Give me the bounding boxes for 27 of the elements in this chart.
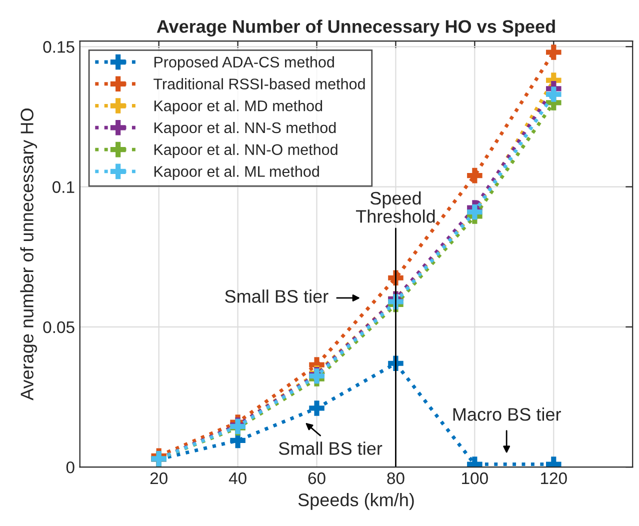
legend-label: Traditional RSSI-based method: [154, 78, 365, 90]
point: [467, 168, 482, 184]
y-tick-label: 0: [66, 461, 74, 474]
legend-label: Kapoor et al. MD method: [154, 100, 322, 114]
legend-label: Proposed ADA-CS method: [154, 56, 334, 71]
ref-line-label: Speed Threshold: [356, 191, 435, 223]
legend-label: Kapoor et al. NN-S method: [154, 122, 336, 136]
chart-title: Average Number of Unnecessary HO vs Speed: [156, 20, 555, 37]
point: [309, 400, 324, 416]
x-axis-title: Speeds (km/h): [298, 493, 414, 510]
x-tick-label: 40: [228, 472, 246, 484]
legend-label: Kapoor et al. ML method: [154, 166, 319, 180]
x-tick-label: 60: [308, 472, 326, 484]
x-tick-label: 100: [462, 472, 488, 484]
y-tick-label: 0.15: [43, 41, 74, 53]
point: [546, 86, 562, 102]
annotation: Macro BS tier: [453, 408, 561, 421]
x-tick-label: 120: [541, 472, 567, 484]
point: [546, 44, 562, 60]
y-axis-title: Average number of unnecessary HO: [20, 108, 38, 400]
annotation: Small BS tier: [278, 442, 382, 455]
y-tick-label: 0.1: [52, 181, 74, 193]
legend-label: Kapoor et al. NN-O method: [154, 144, 338, 158]
x-tick-label: 20: [150, 472, 168, 484]
annotation: Small BS tier: [225, 290, 328, 303]
y-tick-label: 0.05: [43, 321, 74, 334]
x-tick-label: 80: [387, 472, 404, 484]
